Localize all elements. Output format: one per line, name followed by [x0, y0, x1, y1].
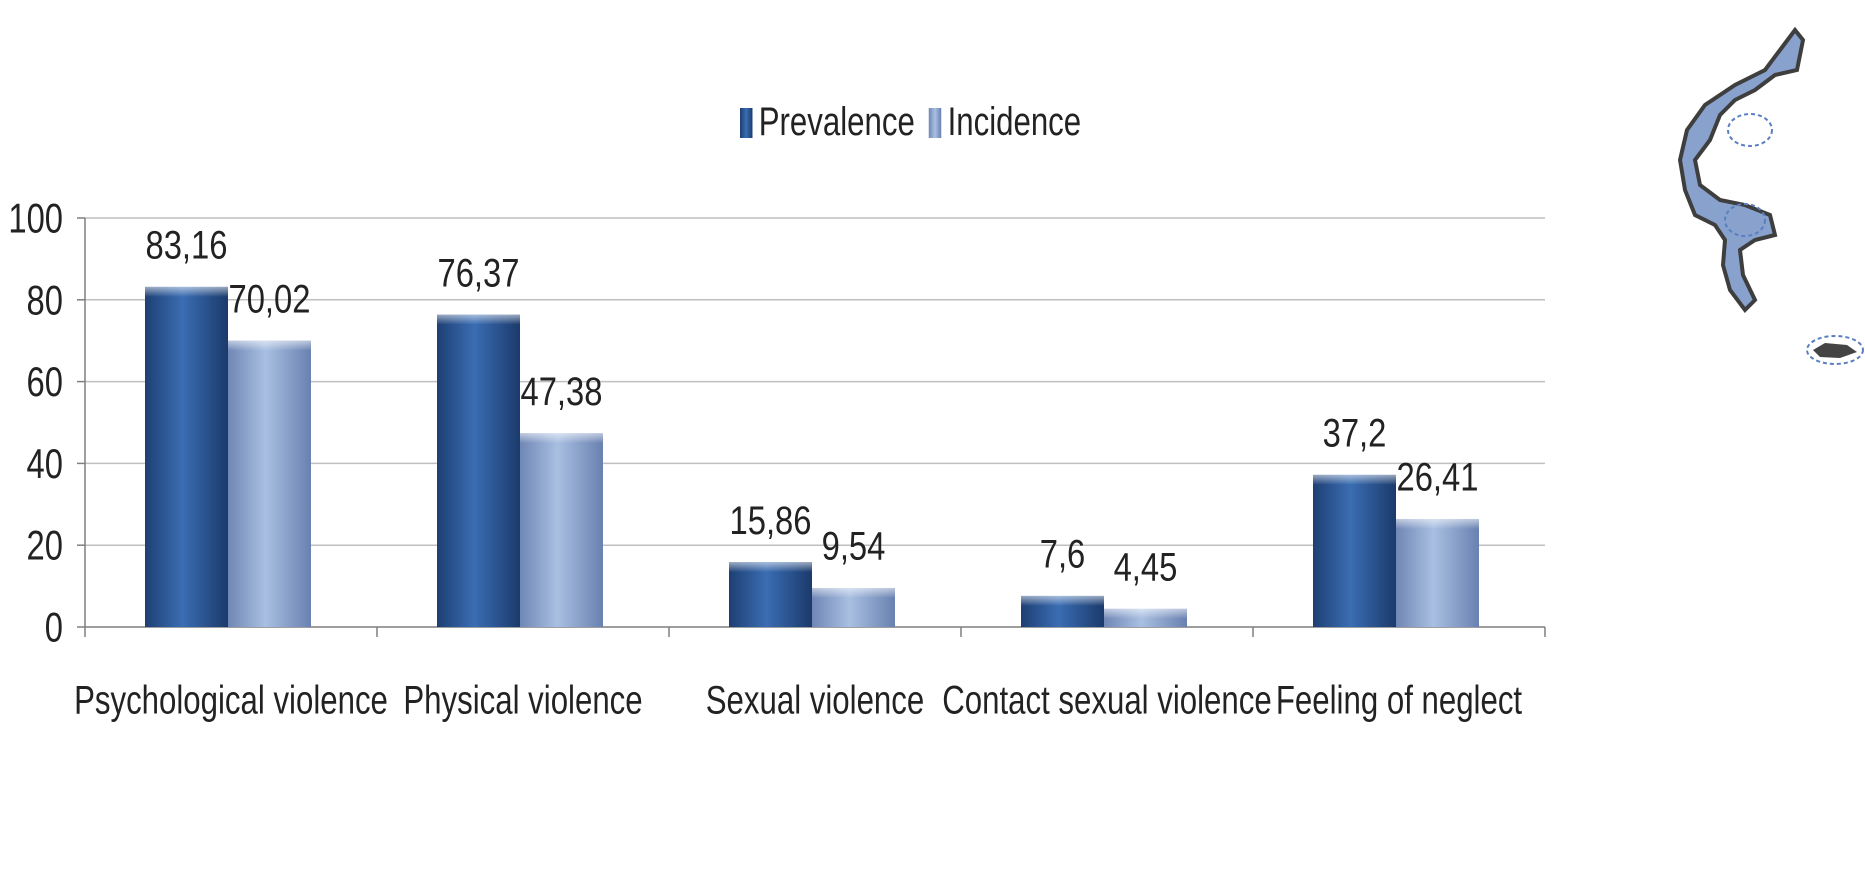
data-label: 37,2 [1323, 410, 1387, 455]
y-tick-label: 40 [27, 440, 63, 487]
y-tick-label: 80 [27, 276, 63, 323]
incidence-bar [1396, 518, 1479, 627]
x-tick-label: Physical violence [403, 678, 642, 723]
legend-label-prevalence: Prevalence [758, 100, 915, 144]
data-label: 9,54 [822, 524, 886, 569]
data-label: 7,6 [1040, 531, 1086, 576]
bar-highlight [729, 562, 812, 573]
bar-highlight [1021, 595, 1104, 606]
legend-swatch-incidence [928, 107, 942, 138]
tick-labels: 0 20 40 60 80 100 Psychological violence Physic… [8, 195, 1522, 723]
incidence-bar [228, 340, 311, 627]
gridlines [85, 217, 1545, 546]
bars [145, 286, 1479, 627]
x-tick-label: Feeling of neglect [1276, 678, 1522, 723]
legend-label-incidence: Incidence [947, 100, 1082, 144]
data-label: 26,41 [1396, 455, 1478, 500]
legend: Prevalence Incidence [740, 100, 1081, 145]
legend-item-incidence: Incidence [928, 100, 1082, 145]
legend-swatch-prevalence [740, 107, 753, 138]
bar-highlight [145, 286, 228, 297]
bar-highlight [1396, 518, 1479, 529]
prevalence-bar [1313, 474, 1396, 627]
y-tick-label: 20 [27, 522, 63, 569]
y-tick-label: 60 [27, 358, 63, 405]
data-label: 76,37 [437, 250, 519, 295]
legend-item-prevalence: Prevalence [740, 100, 915, 145]
bar-highlight [520, 433, 603, 444]
data-label: 4,45 [1114, 544, 1178, 589]
greece-map-icon [1677, 26, 1864, 365]
y-tick-label: 100 [8, 195, 63, 242]
data-label: 70,02 [228, 276, 310, 321]
prevalence-bar [145, 286, 228, 627]
x-tick-label: Contact sexual violence [942, 678, 1271, 723]
prevalence-bar [729, 562, 812, 627]
data-label: 83,16 [145, 222, 227, 267]
data-label: 47,38 [520, 369, 602, 414]
data-labels: 83,16 76,37 15,86 7,6 37,2 70,02 47,38 9,54 4,45… [145, 222, 1478, 589]
data-label: 15,86 [729, 498, 811, 543]
x-tick-label: Sexual violence [706, 678, 924, 723]
bar-highlight [437, 314, 520, 325]
bar-highlight [228, 340, 311, 351]
x-tick-label: Psychological violence [74, 678, 388, 723]
incidence-bar [520, 433, 603, 627]
prevalence-bar [437, 314, 520, 627]
bar-highlight [1313, 474, 1396, 485]
y-tick-label: 0 [45, 604, 63, 651]
bar-highlight [812, 587, 895, 598]
bar-highlight [1104, 608, 1187, 619]
